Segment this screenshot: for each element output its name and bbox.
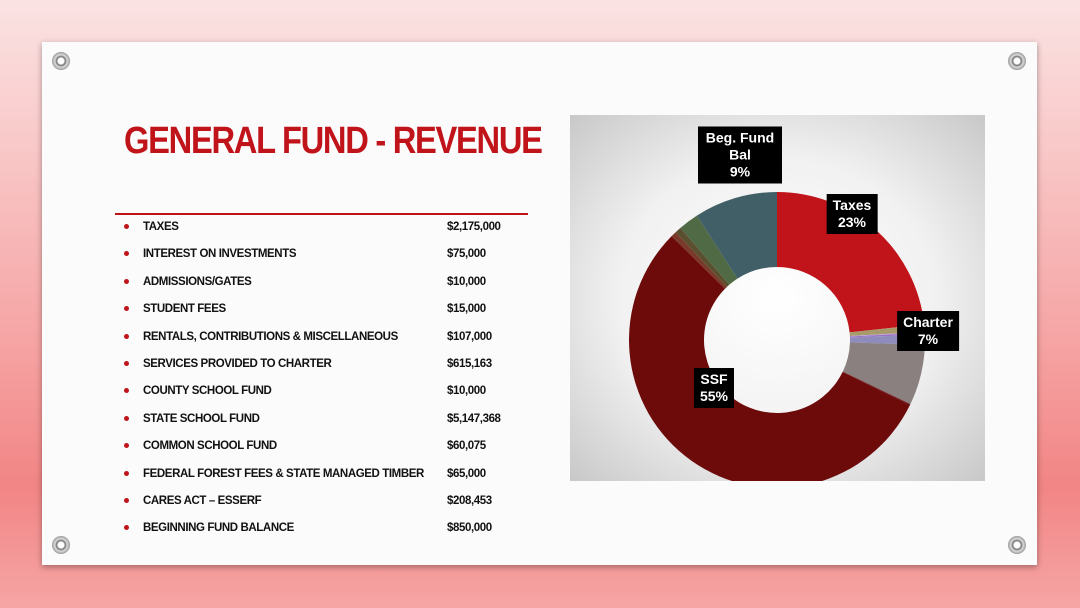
list-item: RENTALS, CONTRIBUTIONS & MISCELLANEOUS $1…	[122, 328, 522, 355]
item-amount: $65,000	[447, 467, 486, 480]
list-item: BEGINNING FUND BALANCE $850,000	[122, 519, 522, 546]
item-amount: $5,147,368	[447, 412, 501, 425]
list-item: INTEREST ON INVESTMENTS $75,000	[122, 245, 522, 272]
donut-slice	[629, 236, 910, 481]
item-label: TAXES	[143, 221, 179, 233]
label-category: Charter	[903, 314, 953, 330]
donut-slice	[842, 371, 911, 405]
data-label: Taxes 23%	[826, 194, 878, 234]
screw	[1008, 52, 1026, 70]
list-item: STUDENT FEES $15,000	[122, 300, 522, 327]
donut-slice	[671, 232, 727, 289]
item-amount: $2,175,000	[447, 221, 501, 233]
item-label: COUNTY SCHOOL FUND	[143, 385, 272, 398]
item-label: INTEREST ON INVESTMENTS	[143, 248, 297, 261]
list-item: SERVICES PROVIDED TO CHARTER $615,163	[122, 355, 522, 382]
label-value: 55%	[699, 388, 729, 404]
label-category: Beg. Fund Bal	[705, 129, 775, 163]
list-item: TAXES $2,175,000	[122, 218, 522, 245]
list-item: ADMISSIONS/GATES $10,000	[122, 273, 522, 300]
item-label: BEGINNING FUND BALANCE	[143, 522, 294, 535]
item-label: STATE SCHOOL FUND	[143, 412, 260, 425]
divider	[115, 213, 528, 215]
item-amount: $10,000	[447, 385, 486, 398]
item-amount: $75,000	[447, 248, 486, 261]
item-label: COMMON SCHOOL FUND	[143, 440, 277, 453]
list-item: COUNTY SCHOOL FUND $10,000	[122, 382, 522, 409]
item-amount: $60,075	[447, 440, 486, 453]
label-value: 23%	[837, 214, 867, 230]
data-label: Charter 7%	[897, 311, 959, 351]
item-amount: $15,000	[447, 303, 486, 316]
item-amount: $107,000	[447, 330, 492, 343]
label-value: 9%	[729, 163, 751, 180]
label-category: SSF	[700, 371, 728, 387]
list-item: FEDERAL FOREST FEES & STATE MANAGED TIMB…	[122, 465, 522, 492]
item-amount: $850,000	[447, 522, 492, 535]
list-item: COMMON SCHOOL FUND $60,075	[122, 437, 522, 464]
screw	[52, 536, 70, 554]
label-value: 7%	[917, 331, 939, 347]
title: GENERAL FUND - REVENUE	[124, 120, 543, 162]
label-category: Taxes	[832, 197, 872, 213]
item-amount: $208,453	[447, 494, 492, 507]
donut-slice	[696, 192, 777, 279]
screw	[52, 52, 70, 70]
list-item: STATE SCHOOL FUND $5,147,368	[122, 410, 522, 437]
card: GENERAL FUND - REVENUE TAXES $2,175,000 IN…	[42, 42, 1037, 565]
item-label: STUDENT FEES	[143, 303, 226, 316]
item-label: CARES ACT – ESSERF	[143, 494, 262, 507]
item-label: ADMISSIONS/GATES	[143, 275, 252, 288]
item-label: FEDERAL FOREST FEES & STATE MANAGED TIMB…	[143, 467, 424, 480]
item-amount: $615,163	[447, 357, 492, 370]
item-label: SERVICES PROVIDED TO CHARTER	[143, 357, 332, 370]
item-label: RENTALS, CONTRIBUTIONS & MISCELLANEOUS	[143, 330, 398, 343]
revenue-list: TAXES $2,175,000 INTEREST ON INVESTMENTS $7…	[122, 218, 522, 547]
donut-slice	[675, 227, 730, 287]
screw	[1008, 536, 1026, 554]
item-amount: $10,000	[447, 275, 486, 288]
donut-slice	[777, 192, 925, 333]
list-item: CARES ACT – ESSERF $208,453	[122, 492, 522, 519]
data-label: Beg. Fund Bal 9%	[698, 126, 782, 184]
donut-slice	[680, 215, 738, 285]
donut-slice	[842, 342, 925, 405]
data-label: SSF 55%	[693, 368, 735, 408]
